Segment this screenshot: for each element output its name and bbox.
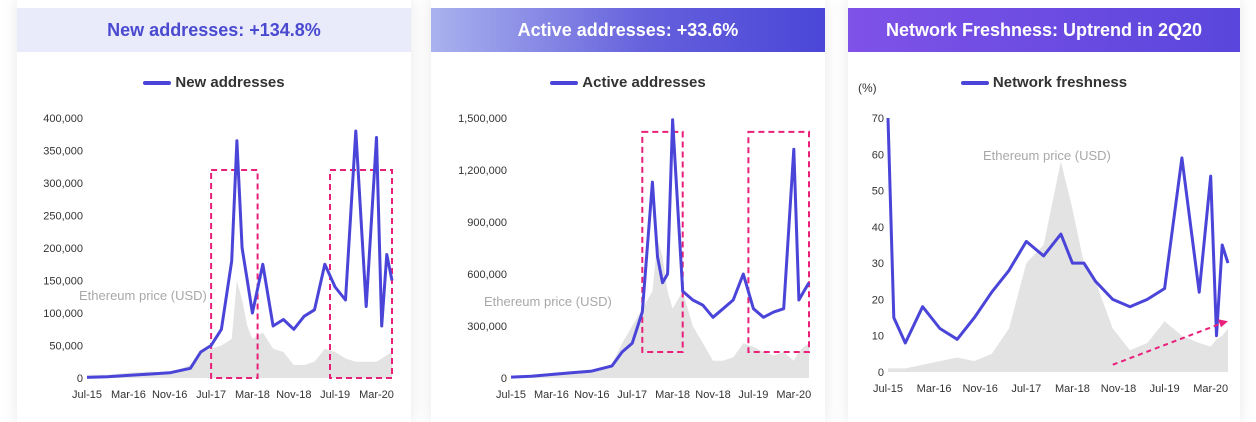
x-tick-label: Mar-20 bbox=[359, 389, 394, 401]
trend-arrow-head bbox=[1218, 319, 1228, 328]
x-tick-label: Mar-16 bbox=[534, 389, 569, 401]
legend-line-swatch bbox=[550, 80, 579, 85]
y-tick-label: 1,500,000 bbox=[458, 113, 507, 125]
x-tick-label: Nov-16 bbox=[962, 383, 997, 395]
legend-label: Network freshness bbox=[992, 74, 1128, 91]
highlight-box-1 bbox=[641, 130, 684, 353]
legend-label: Active addresses bbox=[582, 74, 706, 91]
trend-arrow bbox=[1112, 322, 1223, 366]
legend-line-swatch bbox=[143, 80, 172, 85]
ethereum-price-area bbox=[87, 280, 392, 378]
x-tick-label: Mar-16 bbox=[917, 383, 952, 395]
y-tick-label: 900,000 bbox=[467, 217, 507, 229]
active-addresses-chart: Ethereum price (USD) 0 300,000 600,000 900,0… bbox=[458, 113, 811, 401]
y-tick-label: 400,000 bbox=[43, 113, 83, 125]
series-line bbox=[510, 118, 811, 379]
chart-legend: New addresses bbox=[17, 74, 411, 91]
y-tick-label: 1,200,000 bbox=[458, 165, 507, 177]
x-tick-label: Jul-19 bbox=[1150, 383, 1180, 395]
y-tick-label: 60 bbox=[872, 149, 884, 161]
x-tick-label: Jul-17 bbox=[617, 389, 647, 401]
ethereum-price-label: Ethereum price (USD) bbox=[79, 288, 207, 303]
y-tick-label: 200,000 bbox=[43, 243, 83, 255]
x-tick-label: Nov-18 bbox=[276, 389, 311, 401]
y-tick-label: 300,000 bbox=[467, 321, 507, 333]
x-tick-label: Mar-20 bbox=[776, 389, 811, 401]
y-tick-label: 0 bbox=[501, 373, 507, 385]
x-tick-label: Jul-15 bbox=[873, 383, 903, 395]
y-tick-label: 20 bbox=[872, 294, 884, 306]
highlight-box-2 bbox=[747, 130, 810, 353]
y-tick-label: 10 bbox=[872, 331, 884, 343]
y-tick-label: 30 bbox=[872, 258, 884, 270]
chart-legend: Active addresses bbox=[431, 74, 825, 91]
y-tick-label: 50 bbox=[872, 186, 884, 198]
y-unit-label: (%) bbox=[858, 81, 877, 95]
legend-line-swatch bbox=[960, 80, 989, 85]
panel-network-freshness: Network Freshness: Uptrend in 2Q20 Netwo… bbox=[848, 0, 1240, 422]
y-tick-label: 0 bbox=[878, 367, 884, 379]
panel-header: Active addresses: +33.6% bbox=[431, 8, 825, 52]
x-tick-label: Nov-16 bbox=[574, 389, 609, 401]
x-tick-label: Mar-18 bbox=[1055, 383, 1090, 395]
y-tick-label: 50,000 bbox=[49, 341, 83, 353]
x-tick-label: Mar-18 bbox=[235, 389, 270, 401]
x-tick-label: Jul-17 bbox=[1011, 383, 1041, 395]
panel-header: Network Freshness: Uptrend in 2Q20 bbox=[848, 8, 1240, 52]
y-tick-label: 250,000 bbox=[43, 211, 83, 223]
y-tick-label: 100,000 bbox=[43, 308, 83, 320]
x-tick-label: Jul-15 bbox=[72, 389, 102, 401]
chart-legend: Network freshness bbox=[848, 74, 1240, 91]
ethereum-price-area bbox=[511, 239, 809, 378]
series-line bbox=[86, 129, 394, 379]
x-tick-label: Nov-18 bbox=[1101, 383, 1136, 395]
y-tick-label: 0 bbox=[77, 373, 83, 385]
panel-header: New addresses: +134.8% bbox=[17, 8, 411, 52]
panel-new-addresses: New addresses: +134.8% New addresses Eth… bbox=[17, 0, 411, 422]
y-tick-label: 350,000 bbox=[43, 146, 83, 158]
ethereum-price-label: Ethereum price (USD) bbox=[983, 148, 1111, 163]
y-tick-label: 70 bbox=[872, 113, 884, 125]
network-freshness-chart: (%) Ethereum price (USD) 0 10 20 30 40 50 60 70 Ju… bbox=[858, 81, 1230, 395]
x-tick-label: Jul-19 bbox=[738, 389, 768, 401]
y-tick-label: 600,000 bbox=[467, 269, 507, 281]
y-tick-label: 40 bbox=[872, 222, 884, 234]
y-tick-label: 300,000 bbox=[43, 178, 83, 190]
ethereum-price-label: Ethereum price (USD) bbox=[484, 294, 612, 309]
new-addresses-chart: Ethereum price (USD) 0 50,000 100,000 150,00… bbox=[43, 113, 394, 401]
series-line bbox=[886, 117, 1230, 345]
y-tick-label: 150,000 bbox=[43, 276, 83, 288]
panel-active-addresses: Active addresses: +33.6% Active addresse… bbox=[431, 0, 825, 422]
x-tick-label: Mar-20 bbox=[1193, 383, 1228, 395]
x-tick-label: Jul-15 bbox=[496, 389, 526, 401]
x-tick-label: Mar-18 bbox=[655, 389, 690, 401]
x-tick-label: Nov-18 bbox=[695, 389, 730, 401]
x-tick-label: Mar-16 bbox=[111, 389, 146, 401]
x-tick-label: Nov-16 bbox=[152, 389, 187, 401]
legend-label: New addresses bbox=[175, 74, 285, 91]
x-tick-label: Jul-17 bbox=[196, 389, 226, 401]
ethereum-price-area bbox=[888, 161, 1228, 372]
x-tick-label: Jul-19 bbox=[320, 389, 350, 401]
